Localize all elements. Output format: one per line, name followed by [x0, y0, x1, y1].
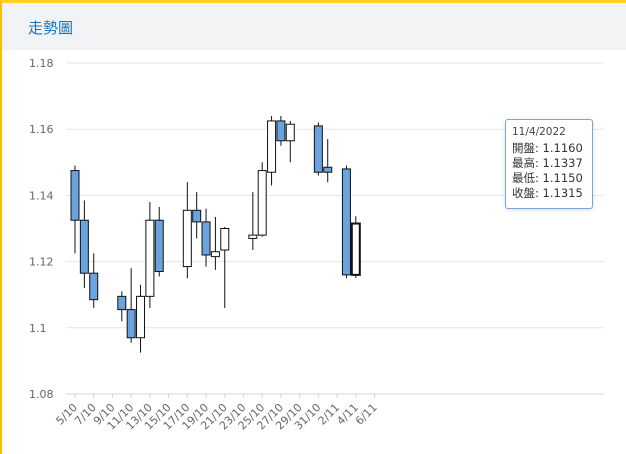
tooltip-low-value: 1.1150: [542, 171, 583, 185]
candle-body: [182, 209, 192, 268]
candle-body: [210, 251, 220, 258]
candle-body: [154, 219, 164, 273]
candle: [192, 192, 202, 239]
candle: [136, 284, 146, 353]
y-tick-label: 1.18: [29, 57, 54, 70]
candle-body: [248, 234, 258, 239]
tooltip-close-label: 收盤: [512, 186, 535, 200]
y-tick-label: 1.14: [29, 189, 54, 202]
candle: [276, 115, 286, 146]
candle-body: [285, 123, 295, 142]
candle: [182, 182, 192, 279]
candle: [313, 122, 323, 176]
candles: [70, 115, 361, 353]
tooltip-high-value: 1.1337: [542, 156, 583, 170]
tooltip-close-value: 1.1315: [542, 186, 583, 200]
candle: [70, 165, 80, 254]
candle-body: [257, 170, 267, 236]
candle-body: [341, 168, 351, 276]
candle: [89, 253, 99, 308]
tooltip-high-row: 最高: 1.1337: [512, 156, 583, 170]
candle: [267, 115, 277, 186]
candle: [210, 216, 220, 270]
candle-body: [201, 221, 211, 256]
candle-body: [79, 219, 89, 274]
candle: [341, 165, 351, 279]
candle-body: [267, 120, 277, 173]
candle: [220, 226, 230, 308]
candle: [285, 120, 295, 163]
y-tick-label: 1.1: [29, 322, 47, 335]
candle-body: [70, 170, 80, 221]
candle: [117, 291, 127, 322]
candle-body: [145, 219, 155, 297]
tooltip-date: 11/4/2022: [512, 126, 566, 138]
candle-body: [313, 125, 323, 173]
candle: [248, 192, 258, 251]
candle-body: [89, 272, 99, 301]
y-tick-label: 1.08: [29, 388, 54, 401]
header-bar: 走勢圖: [2, 3, 626, 50]
y-tick-label: 1.12: [29, 256, 54, 269]
tooltip-open-label: 開盤: [512, 141, 535, 155]
candle-body: [117, 295, 127, 311]
candle: [126, 268, 136, 343]
candle-body: [220, 228, 230, 251]
candle-body: [126, 309, 136, 339]
x-tick-label: 6/11: [353, 401, 380, 428]
candle: [145, 202, 155, 308]
tooltip-close-row: 收盤: 1.1315: [512, 186, 583, 200]
y-axis: 1.18 1.16 1.14 1.12 1.1 1.08: [29, 57, 54, 401]
x-axis: 5/107/109/1011/1013/1015/1017/1019/1021/…: [53, 394, 380, 433]
candle-body: [136, 295, 146, 339]
candle-body: [192, 209, 202, 223]
candle: [257, 162, 267, 237]
tooltip-open-row: 開盤: 1.1160: [512, 141, 583, 155]
candle: [79, 200, 89, 289]
candle: [323, 139, 333, 183]
candle: [350, 216, 361, 279]
candle: [154, 206, 164, 277]
candle-body: [350, 222, 361, 276]
tooltip-low-row: 最低: 1.1150: [512, 171, 583, 185]
tooltip-low-label: 最低: [512, 171, 535, 185]
y-tick-label: 1.16: [29, 123, 54, 136]
page-title: 走勢圖: [28, 19, 74, 37]
candle-body: [276, 120, 286, 142]
candle-tooltip: 11/4/2022 開盤: 1.1160 最高: 1.1337 最低: 1.11…: [505, 119, 593, 209]
tooltip-open-value: 1.1160: [542, 141, 583, 155]
candle: [201, 208, 211, 267]
candle-body: [323, 166, 333, 173]
tooltip-high-label: 最高: [512, 156, 535, 170]
